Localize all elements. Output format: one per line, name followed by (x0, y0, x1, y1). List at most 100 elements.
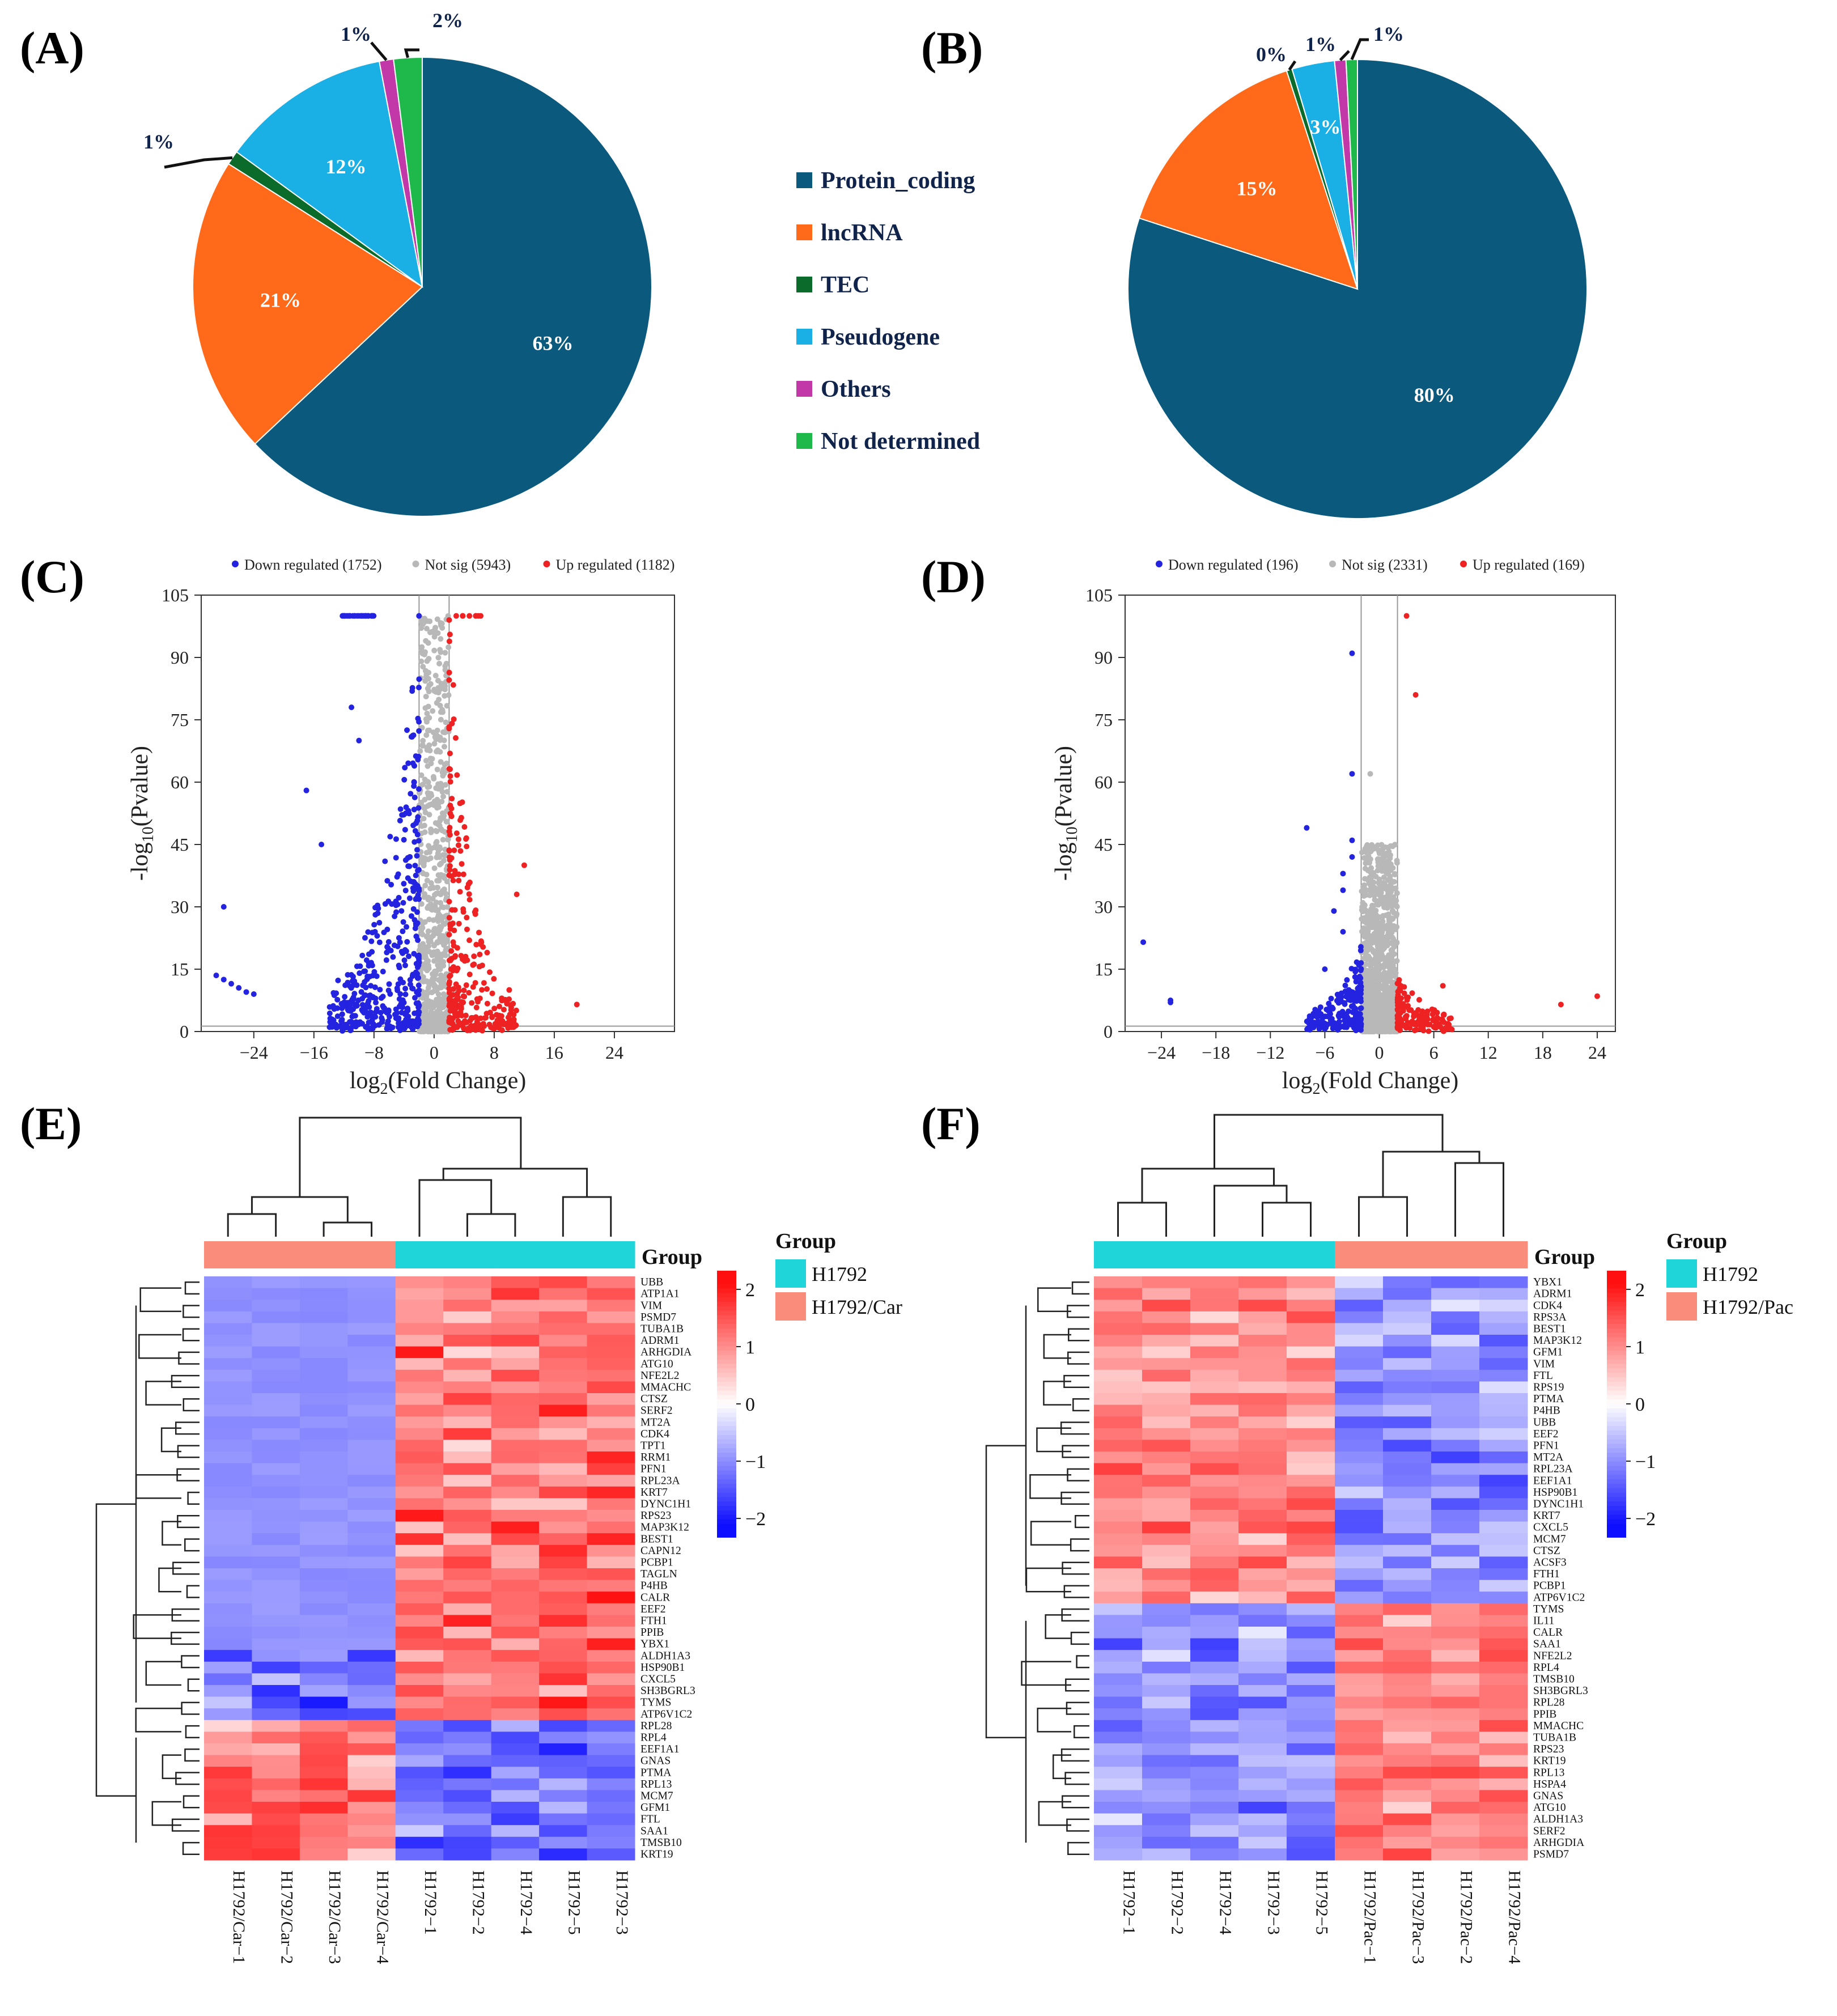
heatmap-cell (1094, 1300, 1143, 1312)
up-regulated-point (460, 871, 466, 877)
dendrogram-branch (183, 1795, 200, 1809)
heatmap-cell (443, 1521, 492, 1534)
heatmap-cell (1479, 1813, 1528, 1826)
heatmap-cell (1238, 1451, 1287, 1464)
heatmap-cell (1479, 1323, 1528, 1335)
down-regulated-point (1357, 1024, 1364, 1030)
up-regulated-point (450, 939, 456, 945)
down-regulated-point (1328, 995, 1334, 1001)
not-sig-point (441, 737, 447, 744)
heatmap-cell (252, 1673, 300, 1686)
heatmap-cell (299, 1708, 348, 1721)
not-sig-point (442, 650, 448, 656)
row-dendrogram (985, 1281, 1089, 1855)
heatmap-cell (299, 1369, 348, 1382)
heatmap-cell (1094, 1591, 1143, 1604)
y-tick-label: 45 (171, 834, 189, 855)
colorbar-segment (717, 1404, 736, 1409)
up-regulated-point (447, 825, 453, 831)
heatmap-cell (443, 1755, 492, 1767)
heatmap-cell (1479, 1731, 1528, 1744)
gene-label: TUBA1B (1533, 1731, 1576, 1743)
colorbar-segment (1607, 1288, 1626, 1294)
dendrogram-branch (1068, 1328, 1089, 1342)
heatmap-cell (443, 1346, 492, 1359)
heatmap-cell (1190, 1638, 1239, 1650)
heatmap-cell (1142, 1544, 1191, 1557)
heatmap-cell (1479, 1416, 1528, 1429)
heatmap-cell (252, 1416, 300, 1429)
gene-label: ARHGDIA (640, 1347, 691, 1359)
heatmap-cell (443, 1288, 492, 1300)
heatmap-cell (1287, 1544, 1335, 1557)
heatmap-cell (1094, 1615, 1143, 1627)
gene-label: TYMS (640, 1697, 671, 1709)
down-regulated-point (334, 996, 341, 1003)
heatmap-cell (443, 1790, 492, 1802)
heatmap-cell (1383, 1836, 1432, 1849)
up-regulated-point (464, 914, 470, 920)
heatmap-cell (395, 1463, 444, 1475)
heatmap-cell (1287, 1533, 1335, 1546)
down-regulated-point (401, 776, 408, 783)
colorbar-segment (1607, 1470, 1626, 1476)
up-regulated-point (479, 987, 485, 993)
not-sig-point (443, 660, 449, 667)
heatmap-cell (491, 1778, 540, 1790)
down-regulated-point (401, 812, 407, 818)
not-sig-point (431, 865, 438, 871)
heatmap-cell (1287, 1731, 1335, 1744)
heatmap-cell (1190, 1510, 1239, 1522)
not-sig-point (1373, 937, 1380, 943)
heatmap-cell (1383, 1720, 1432, 1732)
heatmap-cell (1335, 1673, 1384, 1686)
down-regulated-point (359, 952, 366, 958)
not-sig-point (438, 709, 444, 715)
down-regulated-point (394, 943, 401, 949)
heatmap-cell (1479, 1661, 1528, 1674)
heatmap-cell (1383, 1451, 1432, 1464)
dendrogram-branch (1454, 1162, 1504, 1237)
down-regulated-point (400, 899, 406, 906)
up-regulated-point (479, 1028, 485, 1034)
down-regulated-point (1314, 1014, 1321, 1020)
group-legend-swatch (775, 1292, 806, 1321)
down-regulated-point (401, 837, 407, 843)
heatmap-cell (1335, 1802, 1384, 1814)
heatmap-cell (539, 1323, 588, 1335)
not-sig-point (428, 880, 434, 886)
heatmap-cell (204, 1802, 252, 1814)
down-regulated-point (382, 858, 388, 864)
heatmap-cell (204, 1311, 252, 1323)
heatmap-cell (1094, 1696, 1143, 1709)
heatmap-cell (1238, 1311, 1287, 1323)
heatmap-cell (1383, 1650, 1432, 1662)
dendrogram-branch (95, 1503, 136, 1797)
heatmap-cell (1238, 1288, 1287, 1300)
down-regulated-point (400, 928, 406, 935)
heatmap-cell (1479, 1544, 1528, 1557)
heatmap-cell (587, 1673, 635, 1686)
down-regulated-point (414, 989, 420, 995)
colorbar-segment (717, 1284, 736, 1289)
heatmap-cell (395, 1276, 444, 1289)
colorbar-segment (1607, 1426, 1626, 1431)
not-sig-point (440, 962, 447, 969)
heatmap-cell (1238, 1603, 1287, 1615)
heatmap-cell (1383, 1498, 1432, 1510)
heatmap-cell (395, 1568, 444, 1581)
heatmap-cell (252, 1369, 300, 1382)
down-regulated-point (348, 985, 354, 991)
group-annotation-cell (1238, 1241, 1287, 1268)
up-regulated-point (1403, 1016, 1409, 1022)
colorbar-segment (1607, 1506, 1626, 1511)
not-sig-point (421, 1021, 427, 1027)
legend-dot (1460, 561, 1467, 567)
not-sig-point (440, 814, 447, 821)
not-sig-point (426, 916, 432, 923)
heatmap-cell (491, 1311, 540, 1323)
heatmap-cell (1238, 1323, 1287, 1335)
pie-value-label: 0% (1256, 43, 1287, 66)
heatmap-cell (539, 1836, 588, 1849)
heatmap-cell (1287, 1276, 1335, 1289)
